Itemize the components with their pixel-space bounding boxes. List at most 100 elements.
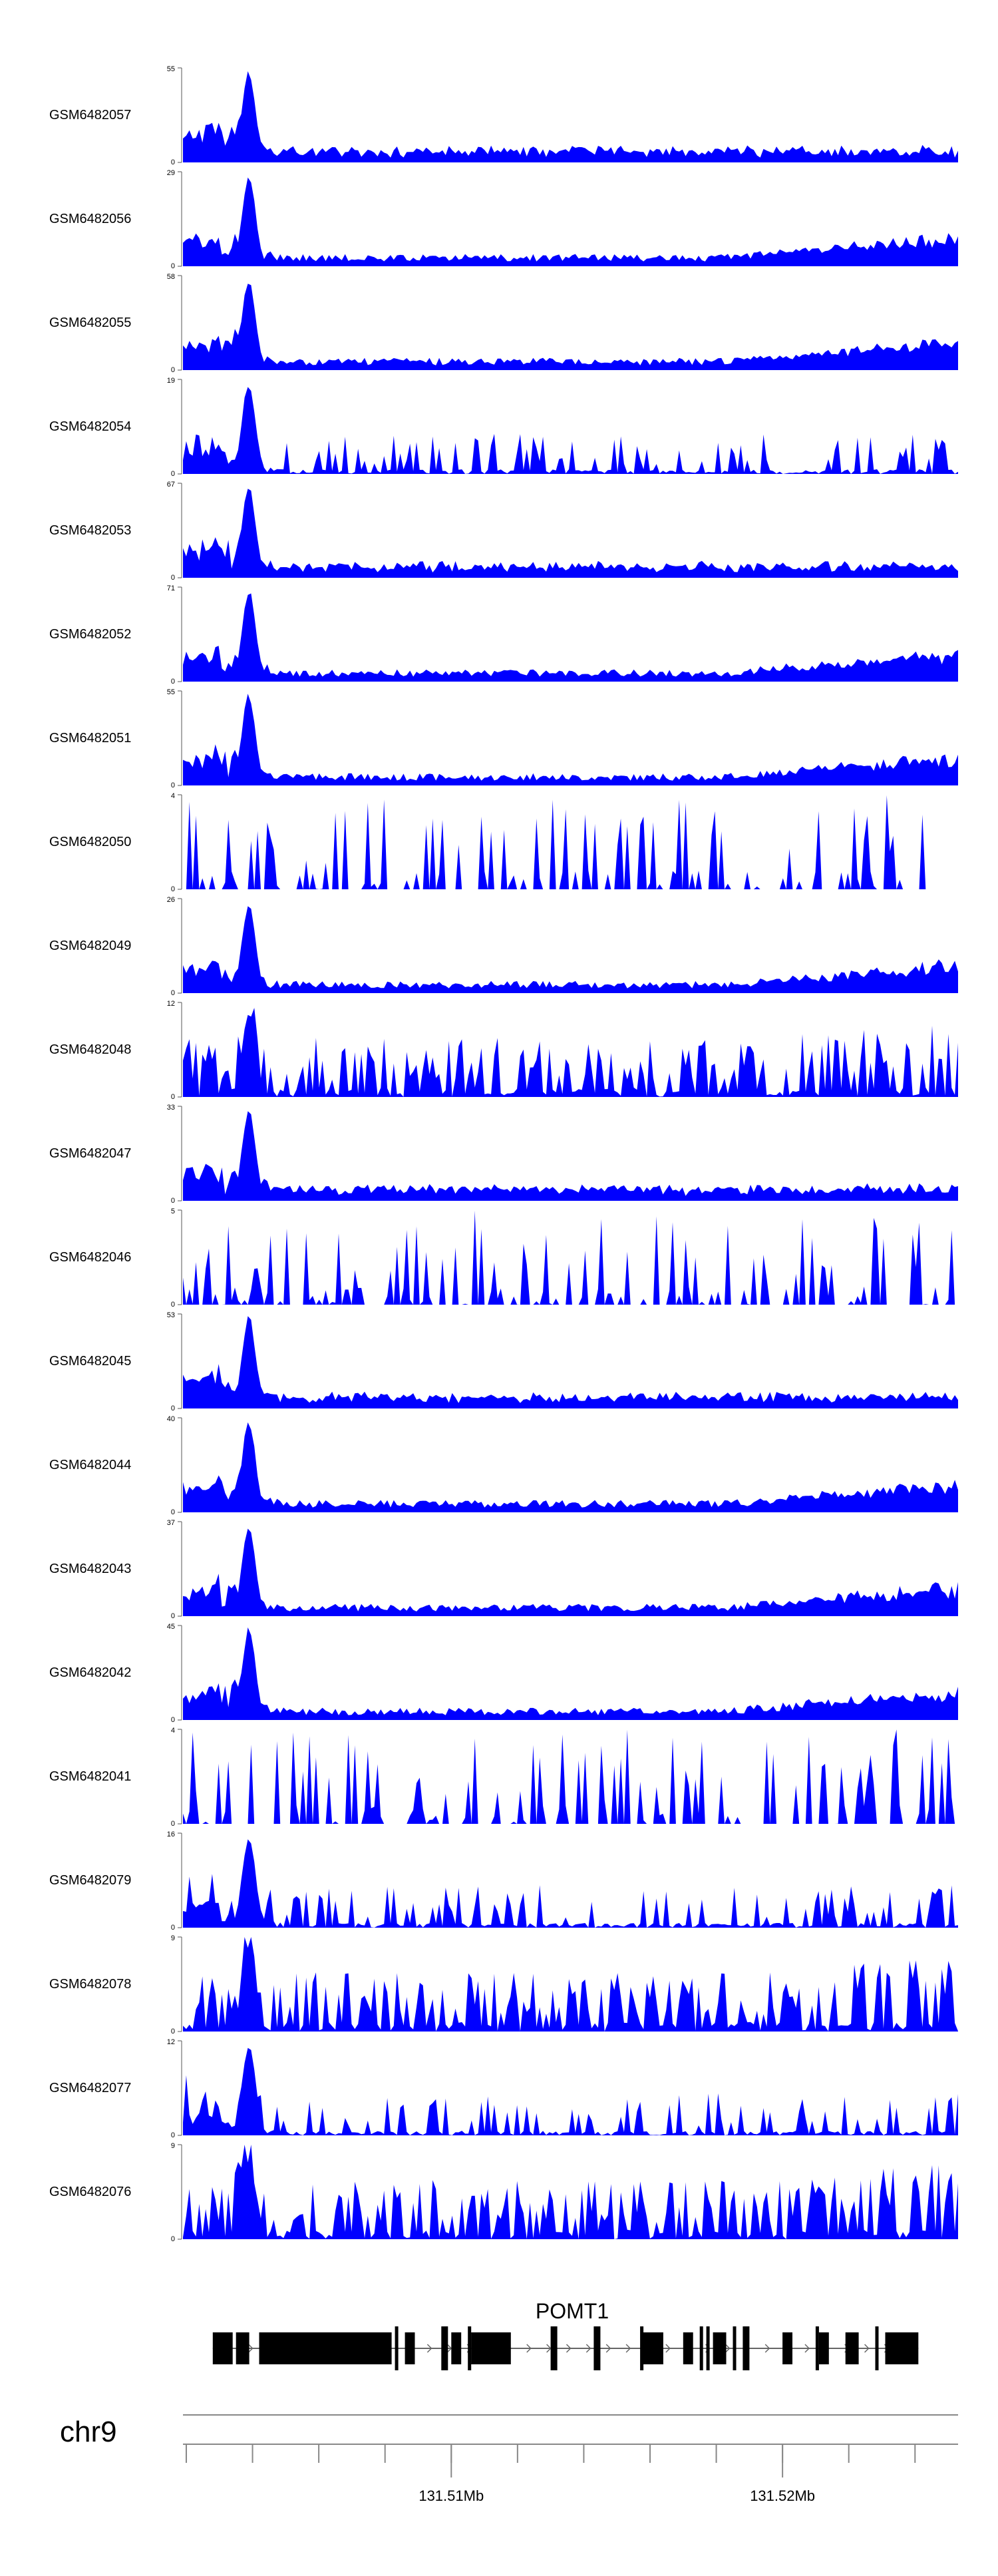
strand-arrow: [446, 2344, 452, 2353]
gene-exon: [236, 2332, 250, 2364]
track-GSM6482078: GSM6482078 9 0: [49, 1934, 958, 2036]
track-ymax-label: 4: [171, 792, 175, 800]
track-GSM6482044: GSM6482044 40 0: [49, 1415, 958, 1516]
track-label: GSM6482056: [49, 212, 131, 226]
track-label: GSM6482045: [49, 1354, 131, 1369]
strand-arrow: [725, 2344, 731, 2353]
track-label: GSM6482077: [49, 2081, 131, 2095]
track-ymin-label: 0: [171, 1508, 175, 1516]
track-label: GSM6482054: [49, 419, 131, 434]
track-ymax-label: 9: [171, 1934, 175, 1942]
track-ymax-label: 55: [167, 688, 175, 696]
track-ymin-label: 0: [171, 1197, 175, 1205]
track-GSM6482045: GSM6482045 53 0: [49, 1311, 958, 1412]
track-ymin-label: 0: [171, 2131, 175, 2139]
track-ymin-label: 0: [171, 989, 175, 997]
track-ymin-label: 0: [171, 1612, 175, 1620]
track-GSM6482047: GSM6482047 33 0: [49, 1104, 958, 1205]
track-ymin-label: 0: [171, 1301, 175, 1309]
track-ymax-label: 9: [171, 2142, 175, 2150]
track-label: GSM6482052: [49, 627, 131, 642]
gene-exon: [713, 2332, 727, 2364]
gene-exon: [818, 2332, 829, 2364]
track-label: GSM6482078: [49, 1977, 131, 1992]
track-label: GSM6482051: [49, 731, 131, 746]
track-signal-area: [183, 71, 958, 162]
track-ymin-label: 0: [171, 1093, 175, 1101]
track-label: GSM6482046: [49, 1250, 131, 1265]
track-GSM6482051: GSM6482051 55 0: [49, 688, 958, 789]
track-label: GSM6482047: [49, 1146, 131, 1161]
strand-arrow: [585, 2344, 591, 2353]
track-GSM6482077: GSM6482077 12 0: [49, 2038, 958, 2139]
strand-arrow: [665, 2344, 671, 2353]
track-GSM6482052: GSM6482052 71 0: [49, 584, 958, 686]
track-label: GSM6482042: [49, 1665, 131, 1680]
chromosome-label: chr9: [60, 2416, 117, 2448]
track-label: GSM6482079: [49, 1873, 131, 1888]
track-GSM6482057: GSM6482057 55 0: [49, 65, 958, 166]
gene-exon: [405, 2332, 415, 2364]
track-ymin-label: 0: [171, 678, 175, 686]
track-label: GSM6482055: [49, 316, 131, 330]
track-signal-area: [183, 489, 958, 578]
track-ymin-label: 0: [171, 470, 175, 478]
track-GSM6482041: GSM6482041 4 0: [49, 1727, 958, 1828]
track-ymin-label: 0: [171, 262, 175, 270]
track-ymin-label: 0: [171, 781, 175, 789]
track-label: GSM6482076: [49, 2185, 131, 2199]
strand-arrow: [864, 2344, 870, 2353]
track-signal-area: [183, 284, 958, 370]
strand-arrow: [804, 2344, 810, 2353]
gene-exon: [845, 2332, 859, 2364]
track-GSM6482053: GSM6482053 67 0: [49, 481, 958, 582]
gene-exon: [643, 2332, 663, 2364]
track-ymin-label: 0: [171, 158, 175, 166]
track-ymax-label: 58: [167, 273, 175, 281]
track-signal-area: [183, 1627, 958, 1720]
track-GSM6482054: GSM6482054 19 0: [49, 377, 958, 478]
track-ymin-label: 0: [171, 1404, 175, 1412]
track-ymin-label: 0: [171, 366, 175, 374]
track-ymax-label: 29: [167, 169, 175, 177]
track-signal-area: [183, 1008, 958, 1097]
gene-exon: [875, 2326, 879, 2370]
track-signal-area: [183, 1111, 958, 1201]
track-signal-area: [183, 1729, 958, 1824]
strand-arrow: [625, 2344, 631, 2353]
track-label: GSM6482041: [49, 1769, 131, 1784]
track-signal-area: [183, 1210, 958, 1305]
track-label: GSM6482057: [49, 108, 131, 122]
track-signal-area: [183, 387, 958, 474]
gene-exon: [259, 2332, 392, 2364]
track-ymin-label: 0: [171, 1820, 175, 1828]
track-GSM6482043: GSM6482043 37 0: [49, 1519, 958, 1620]
track-ymin-label: 0: [171, 2235, 175, 2243]
track-label: GSM6482044: [49, 1458, 131, 1472]
track-ymin-label: 0: [171, 1716, 175, 1724]
track-ymax-label: 45: [167, 1623, 175, 1631]
strand-arrow: [526, 2344, 532, 2353]
gene-exon: [743, 2326, 750, 2370]
strand-arrow: [566, 2344, 572, 2353]
gene-exon: [815, 2326, 819, 2370]
track-GSM6482079: GSM6482079 16 0: [49, 1830, 958, 1932]
track-signal-area: [183, 694, 958, 785]
axis-tick-label: 131.52Mb: [750, 2487, 815, 2504]
gene-exon: [395, 2326, 399, 2370]
track-ymax-label: 33: [167, 1104, 175, 1112]
gene-exon: [441, 2326, 448, 2370]
track-signal-area: [183, 1839, 958, 1928]
track-GSM6482076: GSM6482076 9 0: [49, 2142, 958, 2243]
signal-tracks: GSM6482057550GSM6482056290GSM6482055580G…: [49, 65, 958, 2243]
track-ymax-label: 67: [167, 481, 175, 489]
track-ymax-label: 12: [167, 2038, 175, 2046]
track-ymin-label: 0: [171, 1924, 175, 1932]
track-GSM6482049: GSM6482049 26 0: [49, 896, 958, 997]
track-ymax-label: 55: [167, 65, 175, 73]
track-GSM6482046: GSM6482046 5 0: [49, 1207, 958, 1309]
track-label: GSM6482053: [49, 523, 131, 538]
track-signal-area: [183, 1422, 958, 1512]
track-ymax-label: 4: [171, 1727, 175, 1735]
